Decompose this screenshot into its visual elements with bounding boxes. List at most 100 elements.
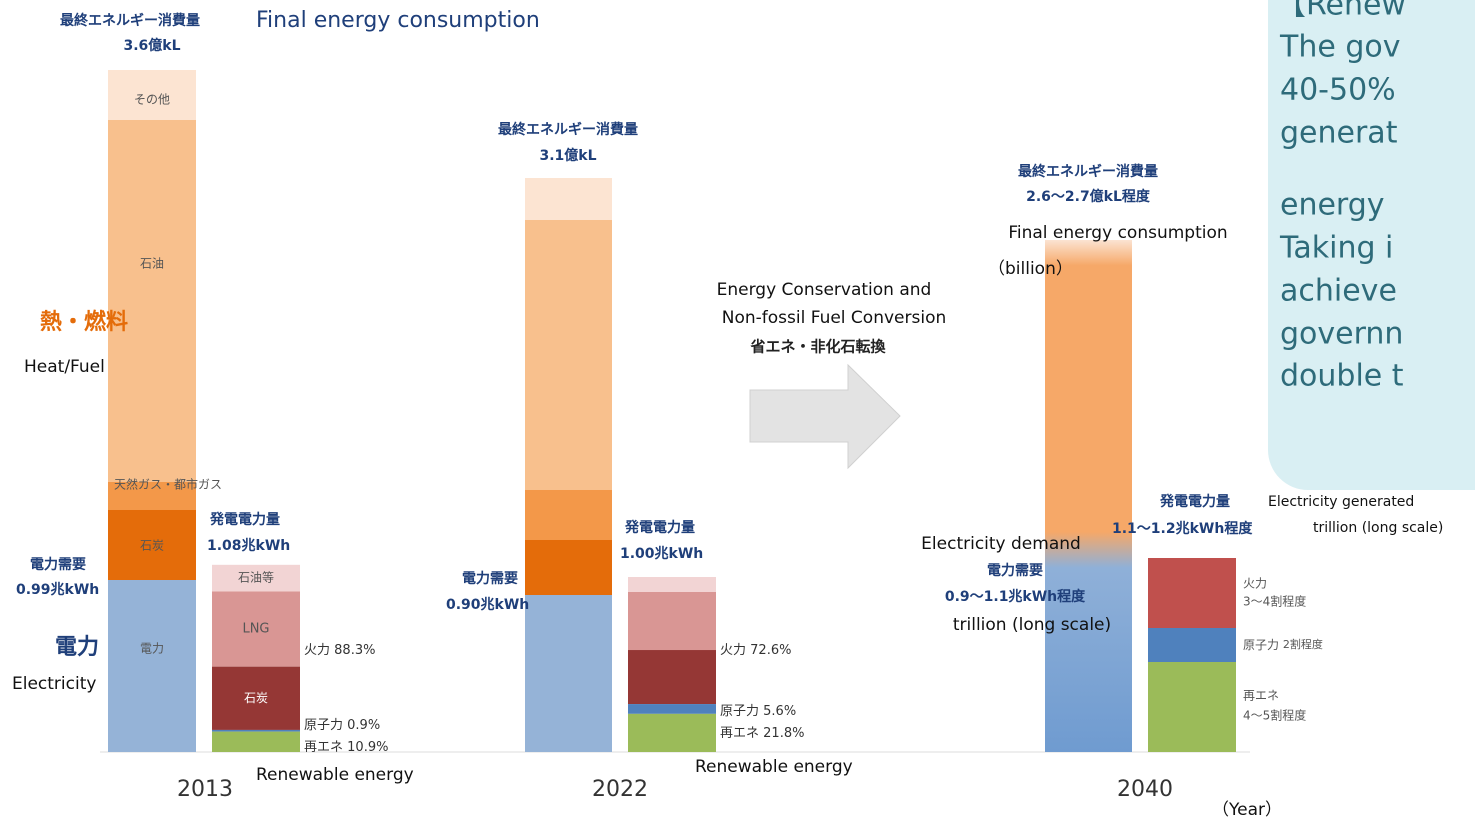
gen-segment: [628, 592, 716, 651]
bar-segment: [108, 70, 196, 120]
gen-bar: 石油等 LNG 石炭 火力 88.3% 原子力 0.9% 再エネ 10.9%: [212, 564, 388, 755]
segment-label: 石油: [140, 257, 164, 271]
bar-segment: [1148, 558, 1236, 628]
panel-line: 40-50%: [1280, 73, 1396, 108]
year-label: 2022: [592, 777, 648, 802]
gen-title: 発電電力量: [1159, 493, 1230, 510]
bar-segment: [108, 510, 196, 580]
final-title-en: Final energy consumption: [256, 8, 540, 33]
bar-segment: [1148, 662, 1236, 752]
panel-line: governn: [1280, 317, 1403, 352]
segment-label: 電力: [140, 642, 164, 656]
year-unit: （Year）: [1212, 800, 1282, 820]
gen-segment: [628, 704, 716, 714]
arrow-label: 省エネ・非化石転換: [749, 338, 886, 356]
segment-label: 天然ガス・都市ガス: [114, 477, 222, 492]
demand-title-en: Electricity demand: [921, 534, 1081, 554]
gen-segment: [628, 577, 716, 593]
gen-title: 発電電力量: [209, 511, 280, 528]
arrow: [749, 363, 901, 470]
share-name: 原子力: [304, 718, 343, 733]
share-label: 再エネ 21.8%: [720, 726, 804, 741]
panel-line: Taking i: [1279, 231, 1393, 266]
bar-segment: [525, 178, 612, 220]
panel-line: The gov: [1279, 30, 1400, 65]
share-name: 原子力: [720, 704, 759, 719]
segment-label: 石炭: [140, 539, 164, 553]
share-value: 2割程度: [1283, 637, 1323, 651]
power-label: 電力: [55, 635, 99, 660]
demand-total: 0.9〜1.1兆kWh程度: [945, 588, 1086, 605]
share-value: 3〜4割程度: [1243, 594, 1306, 609]
power-label-en: Electricity: [12, 674, 96, 694]
bar-segment: [108, 580, 196, 752]
gen-total: 1.08兆kWh: [207, 538, 290, 554]
demand-title: 電力需要: [462, 570, 518, 587]
heat-label: 熱・燃料: [40, 309, 128, 335]
final-total: 3.1億kL: [539, 147, 596, 164]
gen-segment-label: 石油等: [238, 571, 274, 585]
demand-title: 電力需要: [30, 556, 86, 573]
panel-line: double t: [1280, 359, 1404, 394]
gen-unit-en: trillion (long scale): [1313, 520, 1443, 536]
gen-segment: [212, 666, 300, 730]
gen-segment: [212, 731, 300, 752]
year-label: 2013: [177, 777, 233, 802]
share-label: 火力 72.6%: [720, 643, 791, 658]
demand-total: 0.99兆kWh: [16, 582, 99, 598]
final-title: 最終エネルギー消費量: [60, 12, 200, 29]
renewable-label: Renewable energy: [256, 765, 414, 785]
share-name: 再エネ: [304, 740, 343, 755]
share-label: 原子力 0.9%: [304, 718, 380, 733]
demand-unit-en: trillion (long scale): [953, 615, 1111, 635]
gen-segment: [212, 591, 300, 667]
bar-segment: [108, 120, 196, 482]
bar-segment: [525, 490, 612, 540]
final-title: 最終エネルギー消費量: [498, 121, 638, 138]
bar-segment: [525, 220, 612, 490]
share-value: 4〜5割程度: [1243, 708, 1306, 723]
info-panel: [1268, 0, 1475, 490]
segment-label: その他: [134, 93, 170, 107]
bar-segment: [1045, 240, 1132, 752]
gen-segment-label: LNG: [242, 622, 269, 637]
gen-title: 発電電力量: [624, 519, 695, 536]
share-value: 5.6%: [763, 704, 796, 719]
gen-segment: [628, 650, 716, 705]
final-title: 最終エネルギー消費量: [1018, 163, 1158, 180]
final-title-en: Final energy consumption: [1008, 223, 1227, 243]
share-name: 再エネ: [720, 726, 759, 741]
gen-title-en: Electricity generated: [1268, 494, 1414, 510]
share-label: 再エネ: [1243, 689, 1279, 703]
share-value: 21.8%: [763, 726, 804, 741]
panel-line: achieve: [1280, 274, 1397, 309]
share-value: 72.6%: [750, 643, 791, 658]
gen-segment: [212, 729, 300, 732]
share-label: 原子力 2割程度: [1243, 637, 1323, 652]
share-name: 火力: [720, 643, 746, 658]
final-total: 2.6〜2.7億kL程度: [1026, 188, 1151, 205]
gen-segment: [212, 564, 300, 592]
demand-title: 電力需要: [987, 562, 1043, 579]
share-value: 0.9%: [347, 718, 380, 733]
demand-total: 0.90兆kWh: [446, 597, 529, 613]
share-label: 原子力 5.6%: [720, 704, 796, 719]
gen-segment: [628, 713, 716, 752]
heat-label-en: Heat/Fuel: [24, 357, 105, 377]
gen-bar: 火力 72.6% 原子力 5.6% 再エネ 21.8%: [628, 577, 804, 752]
share-value: 88.3%: [334, 643, 375, 658]
panel-line: 【Renew: [1276, 0, 1406, 23]
share-name: 火力: [304, 643, 330, 658]
share-label: 火力 88.3%: [304, 643, 375, 658]
arrow-label-en: Non-fossil Fuel Conversion: [722, 308, 947, 328]
bar-segment: [525, 595, 612, 752]
share-label: 火力: [1243, 577, 1267, 591]
panel-line: energy: [1280, 188, 1385, 223]
gen-total: 1.00兆kWh: [620, 546, 703, 562]
share-name: 原子力: [1243, 638, 1279, 652]
bar-segment: [108, 482, 196, 510]
panel-text: 【Renew The gov 40-50% generat energy Tak…: [1276, 0, 1406, 394]
gen-total: 1.1〜1.2兆kWh程度: [1112, 520, 1253, 537]
bar-segment: [1148, 628, 1236, 662]
